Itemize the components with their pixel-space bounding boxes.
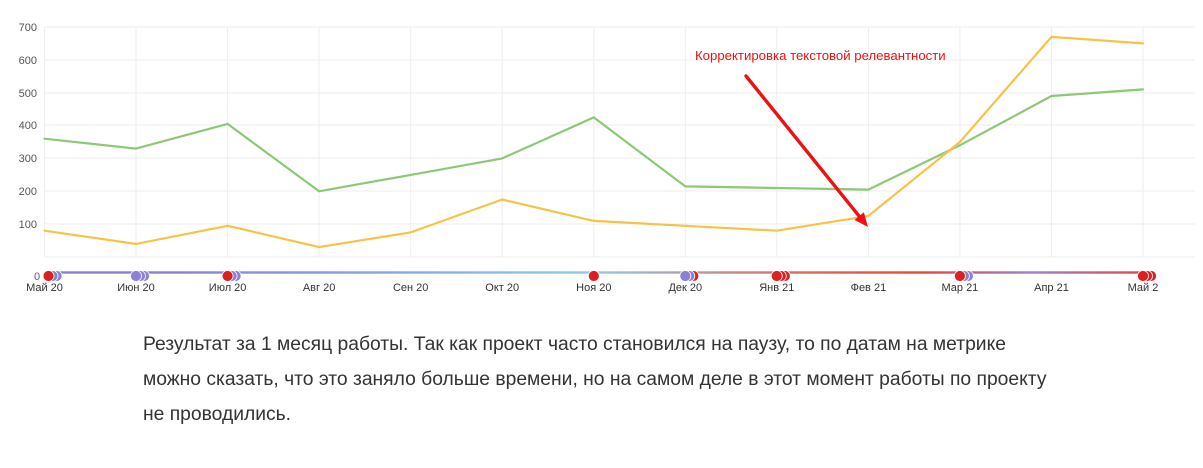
svg-text:Май 2: Май 2: [1128, 282, 1159, 294]
svg-text:Май 20: Май 20: [26, 282, 63, 294]
svg-text:Дек 20: Дек 20: [668, 282, 702, 294]
svg-text:700: 700: [19, 22, 37, 34]
svg-text:400: 400: [19, 120, 37, 132]
svg-text:Авг 20: Авг 20: [303, 282, 335, 294]
svg-text:Результат за 1 месяц работы. Т: Результат за 1 месяц работы. Так как про…: [143, 334, 1006, 355]
svg-text:300: 300: [19, 153, 37, 165]
svg-text:не проводились.: не проводились.: [143, 404, 291, 425]
svg-text:можно сказать, что это заняло: можно сказать, что это заняло больше вре…: [143, 369, 1047, 390]
svg-text:Июн 20: Июн 20: [117, 282, 155, 294]
svg-text:200: 200: [19, 186, 37, 198]
svg-text:Янв 21: Янв 21: [759, 282, 794, 294]
svg-text:Ноя 20: Ноя 20: [576, 282, 611, 294]
svg-text:Мар 21: Мар 21: [941, 282, 978, 294]
svg-text:500: 500: [19, 88, 37, 100]
svg-text:Окт 20: Окт 20: [485, 282, 519, 294]
svg-text:600: 600: [19, 55, 37, 67]
svg-text:Апр 21: Апр 21: [1034, 282, 1069, 294]
svg-text:Фев 21: Фев 21: [851, 282, 887, 294]
svg-text:Сен 20: Сен 20: [393, 282, 428, 294]
svg-text:Корректировка текстовой релева: Корректировка текстовой релевантности: [695, 48, 946, 63]
svg-text:Июл 20: Июл 20: [209, 282, 247, 294]
svg-text:100: 100: [19, 219, 37, 231]
